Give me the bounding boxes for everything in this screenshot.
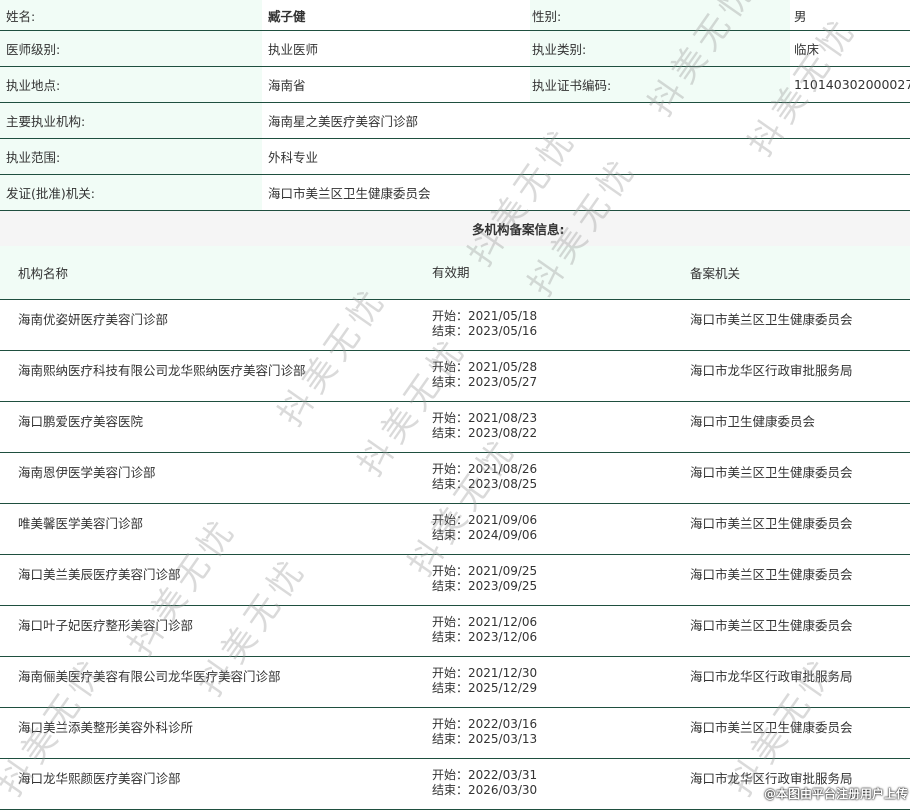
table-row: 海口龙华熙颜医疗美容门诊部 开始：2022/03/31 结束：2026/03/3… [0, 759, 910, 810]
info-row-level: 医师级别: 执业医师 执业类别: 临床 [0, 31, 910, 67]
start-date: 开始：2022/03/16 [432, 717, 538, 731]
authority: 海口市龙华区行政审批服务局 [690, 771, 853, 786]
org-label: 主要执业机构: [0, 103, 262, 138]
authority: 海口市美兰区卫生健康委员会 [690, 516, 853, 531]
location-label: 执业地点: [0, 67, 262, 102]
end-date: 结束：2024/09/06 [432, 528, 538, 542]
authority: 海口市卫生健康委员会 [690, 414, 816, 429]
category-value: 临床 [794, 42, 820, 57]
table-row: 海南优姿妍医疗美容门诊部 开始：2021/05/18 结束：2023/05/16… [0, 300, 910, 351]
scope-value: 外科专业 [268, 150, 319, 165]
end-date: 结束：2026/03/30 [432, 783, 538, 797]
org-name: 海口鹏爱医疗美容医院 [18, 414, 144, 429]
table-row: 海南熙纳医疗科技有限公司龙华熙纳医疗美容门诊部 开始：2021/05/28 结束… [0, 351, 910, 402]
location-value: 海南省 [268, 78, 306, 93]
org-name: 海南优姿妍医疗美容门诊部 [18, 312, 169, 327]
table-body: 海南优姿妍医疗美容门诊部 开始：2021/05/18 结束：2023/05/16… [0, 300, 910, 810]
start-date: 开始：2021/08/26 [432, 462, 538, 476]
name-label: 姓名: [0, 0, 262, 30]
org-name: 海口叶子妃医疗整形美容门诊部 [18, 618, 194, 633]
end-date: 结束：2023/12/06 [432, 630, 538, 644]
org-name: 唯美馨医学美容门诊部 [18, 516, 144, 531]
start-date: 开始：2021/12/06 [432, 615, 538, 629]
header-authority: 备案机关 [690, 266, 741, 281]
validity: 开始：2021/05/28 结束：2023/05/27 [432, 360, 690, 401]
header-org-name: 机构名称 [18, 266, 69, 281]
validity: 开始：2021/08/26 结束：2023/08/25 [432, 462, 690, 503]
doctor-info: 姓名: 臧子健 性别: 男 医师级别: 执业医师 执业类别: 临床 执业地点: … [0, 0, 910, 211]
gender-value: 男 [794, 8, 807, 24]
start-date: 开始：2021/05/28 [432, 360, 538, 374]
gender-label: 性别: [530, 0, 790, 30]
start-date: 开始：2021/08/23 [432, 411, 538, 425]
category-label: 执业类别: [530, 31, 790, 66]
end-date: 结束：2023/08/22 [432, 426, 538, 440]
authority: 海口市美兰区卫生健康委员会 [690, 618, 853, 633]
authority: 海口市美兰区卫生健康委员会 [690, 720, 853, 735]
validity: 开始：2021/12/30 结束：2025/12/29 [432, 666, 690, 707]
table-row: 海口叶子妃医疗整形美容门诊部 开始：2021/12/06 结束：2023/12/… [0, 606, 910, 657]
table-row: 海口鹏爱医疗美容医院 开始：2021/08/23 结束：2023/08/22 海… [0, 402, 910, 453]
cert-label: 执业证书编码: [530, 67, 790, 102]
org-value: 海南星之美医疗美容门诊部 [268, 114, 419, 129]
name-value: 臧子健 [268, 8, 306, 24]
validity: 开始：2022/03/16 结束：2025/03/13 [432, 717, 690, 758]
org-name: 海口美兰添美整形美容外科诊所 [18, 720, 194, 735]
end-date: 结束：2023/05/16 [432, 324, 538, 338]
table-row: 海南恩伊医学美容门诊部 开始：2021/08/26 结束：2023/08/25 … [0, 453, 910, 504]
validity: 开始：2021/12/06 结束：2023/12/06 [432, 615, 690, 656]
start-date: 开始：2022/03/31 [432, 768, 538, 782]
org-name: 海口龙华熙颜医疗美容门诊部 [18, 771, 181, 786]
start-date: 开始：2021/09/25 [432, 564, 538, 578]
authority: 海口市龙华区行政审批服务局 [690, 669, 853, 684]
end-date: 结束：2023/05/27 [432, 375, 538, 389]
end-date: 结束：2025/12/29 [432, 681, 538, 695]
org-name: 海南俪美医疗美容有限公司龙华医疗美容门诊部 [18, 669, 281, 684]
cert-value: 110140302000027 [794, 77, 910, 92]
info-row-name: 姓名: 臧子健 性别: 男 [0, 0, 910, 31]
issuer-label: 发证(批准)机关: [0, 175, 262, 210]
authority: 海口市龙华区行政审批服务局 [690, 363, 853, 378]
info-row-scope: 执业范围: 外科专业 [0, 139, 910, 175]
table-row: 海南俪美医疗美容有限公司龙华医疗美容门诊部 开始：2021/12/30 结束：2… [0, 657, 910, 708]
table-row: 唯美馨医学美容门诊部 开始：2021/09/06 结束：2024/09/06 海… [0, 504, 910, 555]
validity: 开始：2021/08/23 结束：2023/08/22 [432, 411, 690, 452]
org-name: 海口美兰美辰医疗美容门诊部 [18, 567, 181, 582]
validity: 开始：2021/05/18 结束：2023/05/16 [432, 309, 690, 350]
level-label: 医师级别: [0, 31, 262, 66]
table-row: 海口美兰美辰医疗美容门诊部 开始：2021/09/25 结束：2023/09/2… [0, 555, 910, 606]
org-name: 海南熙纳医疗科技有限公司龙华熙纳医疗美容门诊部 [18, 363, 306, 378]
start-date: 开始：2021/12/30 [432, 666, 538, 680]
header-validity: 有效期 [432, 265, 470, 280]
end-date: 结束：2023/09/25 [432, 579, 538, 593]
info-row-location: 执业地点: 海南省 执业证书编码: 110140302000027 [0, 67, 910, 103]
authority: 海口市美兰区卫生健康委员会 [690, 567, 853, 582]
end-date: 结束：2025/03/13 [432, 732, 538, 746]
table-row: 海口美兰添美整形美容外科诊所 开始：2022/03/16 结束：2025/03/… [0, 708, 910, 759]
upload-credit: @本图由平台注册用户上传 [763, 787, 908, 801]
issuer-value: 海口市美兰区卫生健康委员会 [268, 186, 431, 201]
scope-label: 执业范围: [0, 139, 262, 174]
level-value: 执业医师 [268, 42, 319, 57]
authority: 海口市美兰区卫生健康委员会 [690, 312, 853, 327]
authority: 海口市美兰区卫生健康委员会 [690, 465, 853, 480]
start-date: 开始：2021/09/06 [432, 513, 538, 527]
validity: 开始：2022/03/31 结束：2026/03/30 [432, 768, 690, 809]
end-date: 结束：2023/08/25 [432, 477, 538, 491]
org-name: 海南恩伊医学美容门诊部 [18, 465, 156, 480]
multi-org-title: 多机构备案信息: [0, 211, 910, 246]
validity: 开始：2021/09/25 结束：2023/09/25 [432, 564, 690, 605]
table-header: 机构名称 有效期 备案机关 [0, 246, 910, 300]
info-row-org: 主要执业机构: 海南星之美医疗美容门诊部 [0, 103, 910, 139]
start-date: 开始：2021/05/18 [432, 309, 538, 323]
info-row-issuer: 发证(批准)机关: 海口市美兰区卫生健康委员会 [0, 175, 910, 211]
validity: 开始：2021/09/06 结束：2024/09/06 [432, 513, 690, 554]
